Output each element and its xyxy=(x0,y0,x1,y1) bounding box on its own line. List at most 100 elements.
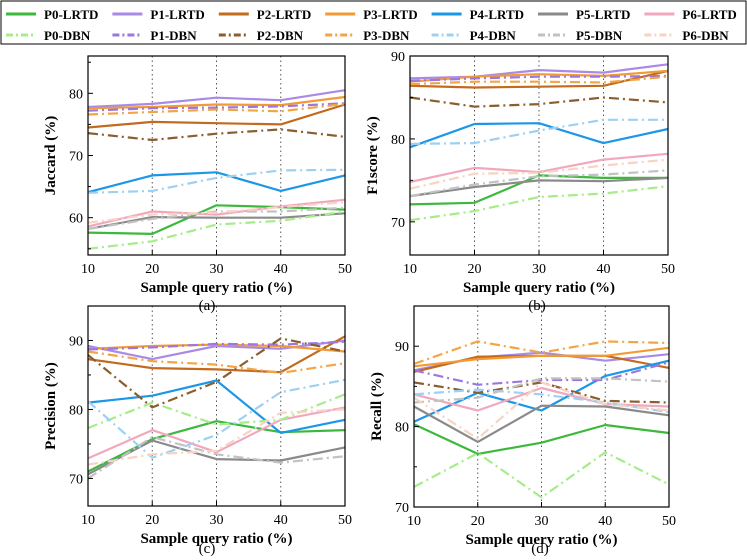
x-tick-label: 30 xyxy=(210,513,224,528)
series-line-p6-dbn xyxy=(87,201,346,224)
legend-label: P6-DBN xyxy=(682,28,729,43)
legend-entry-p1-dbn: P1-DBN xyxy=(112,28,197,43)
legend-entry-p4-dbn: P4-DBN xyxy=(431,28,517,43)
x-tick-label: 30 xyxy=(210,262,224,277)
y-axis-label: Precision (%) xyxy=(43,362,59,450)
series-line-p1-dbn xyxy=(87,102,346,112)
series-line-p1-lrtd xyxy=(87,339,346,361)
x-tick-label: 20 xyxy=(468,262,482,277)
series-line-p5-dbn xyxy=(413,377,670,404)
legend: P0-LRTD P1-LRTD P2-LRTD P3-LRTD P4-LRTD P5-LR… xyxy=(0,0,747,45)
y-tick-label: 80 xyxy=(395,421,409,436)
x-tick-label: 20 xyxy=(145,262,159,277)
series-line-p3-dbn xyxy=(409,75,669,86)
series-line-p4-dbn xyxy=(409,118,668,145)
x-tick-label: 40 xyxy=(598,514,612,529)
legend-entry-p3-dbn: P3-DBN xyxy=(325,28,410,43)
legend-entry-p2-lrtd: P2-LRTD xyxy=(218,7,311,22)
legend-label: P2-DBN xyxy=(257,28,304,43)
series-line-p4-dbn xyxy=(413,388,670,414)
y-tick-label: 90 xyxy=(69,334,83,349)
y-tick-label: 70 xyxy=(69,150,83,165)
series-line-p1-dbn xyxy=(413,361,670,386)
series-line-p1-dbn xyxy=(409,74,669,82)
series-line-p0-lrtd xyxy=(87,204,346,235)
panel-label: (d) xyxy=(531,541,549,557)
x-tick-label: 20 xyxy=(471,514,485,529)
series-line-p4-lrtd xyxy=(87,171,346,194)
y-tick-label: 60 xyxy=(69,212,83,227)
x-tick-label: 30 xyxy=(532,262,546,277)
series-group xyxy=(87,335,346,480)
y-axis-label: F1score (%) xyxy=(365,116,381,194)
y-tick-label: 70 xyxy=(395,501,409,516)
panel-label: (c) xyxy=(199,541,216,557)
series-line-p6-dbn xyxy=(409,158,669,190)
series-line-p5-dbn xyxy=(87,206,346,230)
x-tick-label: 10 xyxy=(81,513,95,528)
series-line-p3-lrtd xyxy=(413,346,670,368)
series-line-p4-lrtd xyxy=(409,122,669,149)
legend-label: P4-LRTD xyxy=(470,7,524,22)
series-group xyxy=(413,340,670,499)
x-axis-label: Sample query ratio (%) xyxy=(463,280,615,296)
y-tick-label: 80 xyxy=(69,403,83,418)
x-tick-label: 50 xyxy=(661,262,675,277)
legend-label: P1-LRTD xyxy=(150,7,204,22)
x-tick-label: 50 xyxy=(662,514,676,529)
legend-frame xyxy=(0,0,747,45)
series-line-p0-dbn xyxy=(413,451,670,499)
legend-label: P4-DBN xyxy=(470,28,517,43)
series-line-p2-lrtd xyxy=(87,335,346,374)
series-line-p5-lrtd xyxy=(409,176,669,198)
y-tick-label: 80 xyxy=(391,133,405,148)
x-tick-label: 40 xyxy=(597,262,611,277)
x-tick-label: 50 xyxy=(338,513,352,528)
y-tick-label: 70 xyxy=(69,472,83,487)
legend-entry-p6-lrtd: P6-LRTD xyxy=(644,7,737,22)
series-line-p6-dbn xyxy=(87,408,346,466)
legend-entry-p5-lrtd: P5-LRTD xyxy=(538,7,630,22)
x-tick-label: 30 xyxy=(535,514,549,529)
series-line-p6-lrtd xyxy=(409,152,669,184)
chart-panels: 10 20 30 40 50 60 70 80 Sample query ratio (%) Ja… xyxy=(43,50,676,557)
y-tick-label: 70 xyxy=(391,216,405,231)
x-tick-label: 40 xyxy=(274,513,288,528)
series-line-p0-lrtd xyxy=(413,423,670,455)
series-line-p3-lrtd xyxy=(87,95,346,110)
series-line-p2-dbn xyxy=(409,96,669,108)
series-line-p0-dbn xyxy=(409,185,669,222)
x-tick-label: 50 xyxy=(338,262,352,277)
series-line-p5-lrtd xyxy=(413,404,670,443)
y-tick-label: 90 xyxy=(395,340,409,355)
x-axis-label: Sample query ratio (%) xyxy=(140,531,292,547)
legend-label: P0-DBN xyxy=(44,28,91,43)
series-line-p1-lrtd xyxy=(87,89,346,109)
legend-label: P3-LRTD xyxy=(363,7,417,22)
series-line-p5-lrtd xyxy=(87,439,346,476)
y-tick-label: 80 xyxy=(69,87,83,102)
series-line-p0-dbn xyxy=(87,210,346,250)
series-line-p0-lrtd xyxy=(87,420,346,473)
series-line-p2-dbn xyxy=(87,128,346,142)
legend-label: P5-LRTD xyxy=(576,7,630,22)
series-line-p0-lrtd xyxy=(409,174,668,206)
y-axis-label: Jaccard (%) xyxy=(43,116,59,196)
legend-label: P6-LRTD xyxy=(682,7,736,22)
series-line-p6-lrtd xyxy=(87,406,346,460)
legend-entry-p0-dbn: P0-DBN xyxy=(6,28,91,43)
series-line-p6-dbn xyxy=(413,381,670,440)
panel-d: 10 20 30 40 50 70 80 90 Sample query ratio (%) Re… xyxy=(369,305,676,557)
series-group xyxy=(87,89,346,250)
series-group xyxy=(409,63,669,222)
series-line-p4-dbn xyxy=(87,168,346,194)
series-line-p5-dbn xyxy=(87,435,346,480)
legend-label: P0-LRTD xyxy=(44,7,98,22)
legend-entry-p2-dbn: P2-DBN xyxy=(218,28,304,43)
series-line-p4-lrtd xyxy=(413,359,670,423)
x-tick-label: 40 xyxy=(274,262,288,277)
y-axis-label: Recall (%) xyxy=(369,372,385,441)
legend-entry-p0-lrtd: P0-LRTD xyxy=(6,7,98,22)
panel-c: 10 20 30 40 50 70 80 90 Sample query ratio (%) Pr… xyxy=(43,305,352,557)
series-line-p1-dbn xyxy=(87,340,346,351)
